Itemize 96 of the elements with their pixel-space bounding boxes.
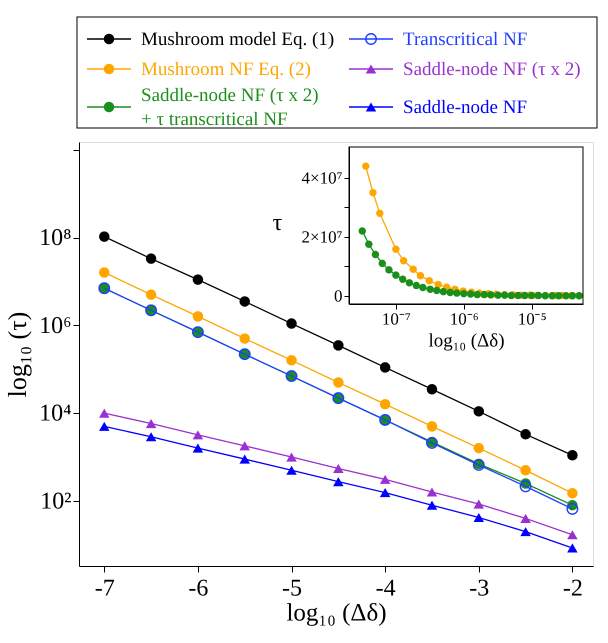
point bbox=[426, 384, 438, 394]
x-tick-label: 10⁻⁶ bbox=[450, 310, 479, 328]
point bbox=[392, 271, 400, 279]
x-tick-label: -6 bbox=[188, 576, 208, 602]
x-tick-label: -3 bbox=[469, 576, 490, 602]
point bbox=[487, 291, 495, 299]
point bbox=[440, 288, 448, 296]
y-tick-label: 10⁶ bbox=[39, 312, 72, 339]
point bbox=[146, 418, 156, 428]
point bbox=[192, 274, 204, 285]
point bbox=[453, 289, 461, 297]
point bbox=[99, 422, 110, 431]
point bbox=[412, 282, 420, 290]
point bbox=[239, 454, 250, 464]
point bbox=[358, 227, 366, 235]
point bbox=[567, 488, 578, 498]
point bbox=[192, 311, 204, 322]
point bbox=[562, 292, 570, 300]
legend-label: Mushroom NF Eq. (2) bbox=[141, 59, 311, 80]
legend-label: Mushroom model Eq. (1) bbox=[141, 29, 334, 50]
point bbox=[333, 377, 344, 388]
point bbox=[380, 488, 390, 498]
point bbox=[474, 442, 484, 454]
legend-label: Saddle-node NF (τ x 2) + τ transcritical NF bbox=[141, 85, 319, 130]
point bbox=[419, 284, 427, 292]
point bbox=[426, 286, 434, 293]
point bbox=[426, 487, 438, 497]
point bbox=[146, 432, 156, 442]
point bbox=[239, 333, 250, 344]
point bbox=[239, 441, 250, 450]
point bbox=[520, 514, 531, 523]
point bbox=[548, 292, 556, 300]
point bbox=[333, 464, 344, 473]
point bbox=[520, 465, 531, 476]
y-tick-label: 4×10⁷ bbox=[301, 168, 343, 188]
point bbox=[474, 500, 484, 509]
point bbox=[286, 318, 297, 329]
point bbox=[474, 406, 484, 417]
point bbox=[333, 340, 344, 351]
x-tick-label: -4 bbox=[376, 576, 396, 602]
x-tick-label: -2 bbox=[562, 576, 583, 602]
point bbox=[426, 421, 438, 432]
legend-label: Transcritical NF bbox=[403, 29, 528, 50]
legend-label: Saddle-node NF bbox=[403, 97, 528, 118]
point bbox=[426, 500, 438, 510]
y-tick-label: 0 bbox=[334, 286, 342, 306]
point bbox=[567, 530, 578, 540]
point bbox=[460, 290, 468, 298]
point bbox=[514, 292, 522, 300]
point bbox=[480, 290, 488, 298]
y-tick-label: 10⁴ bbox=[39, 400, 72, 427]
x-tick-label: -5 bbox=[282, 576, 302, 602]
y-axis-title: τ bbox=[272, 210, 283, 236]
point bbox=[433, 286, 440, 294]
point bbox=[286, 355, 297, 366]
point bbox=[372, 250, 380, 258]
x-axis-title: log₁₀ (Δδ) bbox=[428, 330, 505, 352]
point bbox=[99, 231, 110, 242]
point bbox=[380, 398, 390, 410]
point bbox=[521, 292, 528, 300]
point bbox=[520, 480, 532, 492]
point bbox=[385, 266, 393, 274]
point bbox=[398, 276, 406, 283]
y-tick-label: 2×10⁷ bbox=[301, 227, 343, 246]
point bbox=[446, 288, 454, 296]
point bbox=[378, 260, 386, 268]
point bbox=[146, 289, 156, 300]
x-tick-label: -7 bbox=[94, 576, 115, 602]
legend-label: Saddle-node NF (τ x 2) bbox=[403, 59, 581, 80]
point bbox=[99, 267, 110, 278]
point bbox=[406, 279, 414, 286]
point bbox=[567, 450, 578, 460]
point bbox=[333, 477, 344, 486]
y-axis-title: log₁₀ (τ) bbox=[3, 312, 32, 398]
point bbox=[474, 290, 481, 298]
point bbox=[554, 292, 562, 300]
point bbox=[192, 444, 204, 453]
point bbox=[380, 474, 390, 484]
point bbox=[365, 240, 373, 248]
point bbox=[520, 527, 531, 536]
point bbox=[520, 429, 531, 440]
y-tick-label: 10² bbox=[40, 488, 72, 514]
point bbox=[286, 452, 297, 462]
point bbox=[99, 408, 110, 418]
point bbox=[380, 362, 390, 373]
y-tick-label: 10⁸ bbox=[39, 225, 72, 252]
point bbox=[192, 430, 204, 440]
point bbox=[567, 543, 578, 552]
point bbox=[474, 512, 484, 522]
point bbox=[286, 466, 297, 475]
x-tick-label: 10⁻⁵ bbox=[518, 310, 547, 328]
x-tick-label: 10⁻⁷ bbox=[382, 310, 411, 328]
x-axis-title: log₁₀ (Δδ) bbox=[286, 600, 387, 626]
point bbox=[146, 253, 156, 264]
point bbox=[239, 296, 250, 307]
point bbox=[566, 502, 578, 515]
